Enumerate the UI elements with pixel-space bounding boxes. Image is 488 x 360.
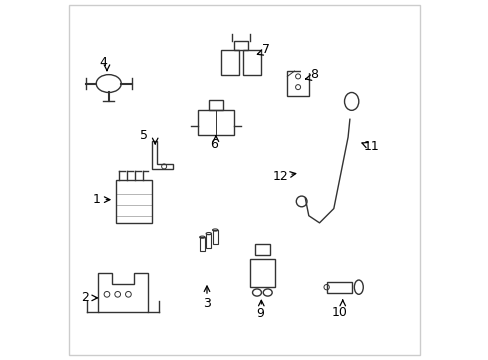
Bar [199, 237, 204, 251]
Bar [249, 258, 274, 287]
Bar [208, 100, 223, 111]
Text: 1: 1 [92, 193, 100, 206]
Bar [242, 50, 260, 75]
Text: 12: 12 [272, 170, 287, 183]
Bar [326, 282, 351, 293]
Text: 5: 5 [140, 129, 148, 142]
Text: 6: 6 [210, 138, 218, 151]
Text: 3: 3 [203, 297, 210, 310]
Bar [212, 230, 218, 244]
Text: 9: 9 [256, 307, 264, 320]
Bar [116, 180, 151, 223]
Bar [205, 234, 211, 248]
Text: 10: 10 [330, 306, 346, 319]
Text: 2: 2 [81, 291, 89, 305]
Text: 4: 4 [99, 55, 107, 69]
Bar [221, 50, 239, 75]
Bar [233, 41, 247, 50]
Bar [198, 111, 233, 135]
Text: 11: 11 [363, 140, 378, 153]
Bar [255, 244, 269, 255]
Text: 7: 7 [262, 43, 269, 56]
Text: 8: 8 [309, 68, 318, 81]
